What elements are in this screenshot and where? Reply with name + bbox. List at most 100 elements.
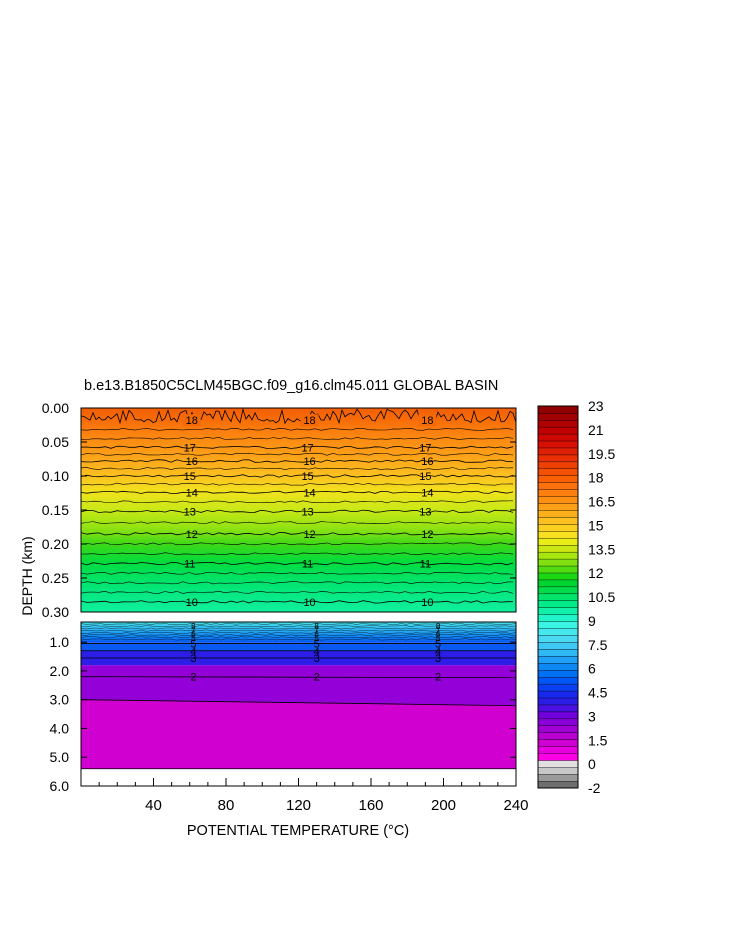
contour-line (80, 676, 517, 679)
colorbar-cell (537, 732, 579, 740)
contour-line-minor (80, 638, 517, 641)
colorbar: 23 21 19.5 18 16.5 15 13.5 12 10.5 9 7.5 6 4.5 3 1.5 0 -… (537, 398, 615, 796)
colorbar-label: 10.5 (588, 589, 615, 605)
contour-line-minor (80, 625, 517, 628)
colorbar-label: 21 (588, 422, 604, 438)
contour-line-minor (80, 571, 514, 575)
colorbar-cell (537, 509, 579, 518)
colorbar-cell (537, 516, 579, 525)
y-tick-label: 0.00 (42, 400, 69, 416)
contour-label-crowded: 5 (191, 634, 196, 643)
colorbar-cell (537, 419, 579, 428)
colorbar-cell (537, 454, 579, 463)
contour-line (80, 562, 514, 566)
contour-line-minor (80, 581, 514, 585)
contour-label: 17 (184, 442, 196, 454)
contour-label: 4 (314, 646, 320, 658)
contour-label-crowded: 6 (314, 630, 319, 639)
contour-line-minor (80, 634, 517, 636)
colorbar-cell (537, 766, 579, 775)
colorbar-cell (537, 607, 579, 615)
contour-label: 17 (301, 442, 313, 454)
colorbar-label: 19.5 (588, 446, 615, 462)
contour-line-minor (80, 542, 514, 546)
contour-label: 12 (421, 529, 433, 541)
contour-label: 18 (186, 415, 198, 427)
contour-line-minor (80, 627, 516, 630)
contour-label: 2 (435, 672, 441, 684)
y-tick-label: 6.0 (50, 778, 70, 794)
contour-line-minor (80, 629, 517, 632)
contour-label: 4 (190, 646, 196, 658)
x-tick-label: 200 (431, 797, 456, 814)
colorbar-label: 13.5 (588, 541, 615, 557)
upper-field (81, 408, 516, 612)
colorbar-cell (537, 773, 579, 782)
colorbar-label: 9 (588, 613, 596, 629)
colorbar-cell (537, 662, 579, 671)
colorbar-cell (537, 600, 579, 608)
colorbar-label: 4.5 (588, 685, 608, 701)
colorbar-cell (537, 614, 579, 622)
contour-line-minor (80, 452, 514, 456)
colorbar-label: -2 (588, 780, 601, 796)
contour-line-minor (80, 500, 514, 504)
colorbar-cell (537, 579, 579, 588)
contour-label: 18 (421, 415, 433, 427)
colorbar-label: 12 (588, 565, 604, 581)
y-tick-label: 0.05 (42, 434, 69, 450)
colorbar-label: 7.5 (588, 637, 608, 653)
colorbar-cell (537, 440, 579, 449)
x-tick-label: 40 (145, 797, 162, 814)
contour-label-bg (418, 414, 437, 427)
contour-line-minor (80, 636, 517, 639)
contour-label: 14 (421, 487, 433, 499)
y-tick-label: 3.0 (50, 692, 70, 708)
contour-label: 15 (184, 471, 196, 483)
contour-label: 10 (303, 597, 315, 609)
y-tick-label: 0.20 (42, 536, 69, 552)
colorbar-cell (537, 635, 579, 643)
contour-line-minor (80, 482, 514, 486)
x-axis: 40 80 120 160 200 240 (98, 778, 529, 814)
band-blue (81, 642, 516, 651)
colorbar-label: 18 (588, 470, 604, 486)
colorbar-cell (537, 697, 579, 706)
contour-label: 16 (421, 456, 433, 468)
colorbar-cell (537, 655, 579, 664)
contour-line-minor (80, 521, 514, 524)
y-tick-label: 4.0 (50, 720, 70, 736)
contour-label: 13 (419, 506, 431, 518)
contour-label: 4 (435, 646, 441, 658)
contour-label-crowded: 7 (314, 626, 319, 635)
x-tick-label: 120 (286, 797, 311, 814)
colorbar-cell (537, 586, 579, 595)
colorbar-label: 15 (588, 517, 604, 533)
contour-label-crowded: 7 (191, 626, 196, 635)
y-tick-label: 1.0 (50, 634, 70, 650)
contour-label: 11 (420, 559, 431, 571)
colorbar-cell (537, 461, 579, 470)
colorbar-frame (537, 405, 579, 789)
contour-label-crowded: 5 (314, 634, 319, 643)
y-axis-label: DEPTH (km) (19, 536, 35, 615)
contour-line (80, 445, 514, 450)
colorbar-cell (537, 621, 579, 629)
y-tick-label: 0.30 (42, 604, 69, 620)
contour-line (80, 600, 513, 604)
contour-label: 3 (190, 653, 196, 665)
contour-line (80, 407, 517, 425)
chart-title: b.e13.B1850C5CLM45BGC.f09_g16.clm45.011 … (84, 378, 498, 394)
colorbar-cell (537, 537, 579, 546)
contour-label: 5 (435, 639, 441, 651)
contour-line-minor (80, 427, 514, 431)
contour-label: 11 (184, 559, 195, 571)
contour-label-crowded: 6 (191, 630, 196, 639)
x-axis-label: POTENTIAL TEMPERATURE (°C) (187, 823, 409, 839)
colorbar-cell (537, 746, 579, 754)
contour-line-minor (80, 590, 514, 594)
contour-label-bg (182, 414, 201, 427)
y-tick-label: 0.10 (42, 468, 69, 484)
colorbar-cell (537, 676, 579, 685)
